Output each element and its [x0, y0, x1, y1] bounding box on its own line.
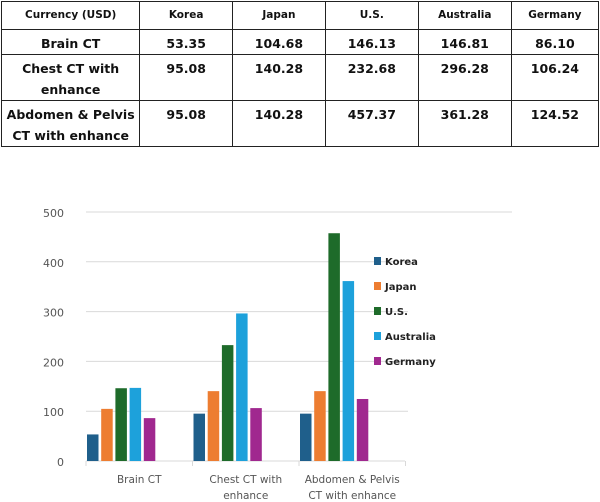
legend-swatch — [374, 332, 381, 340]
bar-germany — [250, 408, 262, 461]
column-header: U.S. — [324, 1, 419, 30]
x-category-label: Brain CT — [117, 474, 162, 486]
table-cell: 361.28 — [417, 100, 512, 147]
row-label: Brain CT — [0, 29, 141, 55]
row-label: Chest CT with enhance — [0, 54, 141, 101]
bar-korea — [300, 413, 312, 461]
x-category-label: Abdomen & Pelvis — [305, 474, 400, 486]
bar-australia — [236, 313, 248, 461]
bar-us — [115, 388, 127, 461]
y-tick-label: 0 — [57, 456, 64, 469]
bar-korea — [193, 413, 205, 461]
table-cell: 106.24 — [510, 54, 600, 101]
column-header: Korea — [139, 1, 233, 30]
x-category-label: Chest CT with — [209, 474, 282, 486]
legend-swatch — [374, 357, 381, 365]
table-cell: 95.08 — [139, 54, 233, 101]
table-cell: 86.10 — [510, 29, 600, 55]
table-cell: 457.37 — [324, 100, 419, 147]
table-row: Abdomen & Pelvis CT with enhance 95.08 140… — [0, 100, 600, 147]
table-cell: 53.35 — [139, 29, 233, 55]
bar-korea — [87, 434, 99, 461]
y-tick-label: 500 — [43, 207, 64, 220]
legend-label: Germany — [385, 357, 436, 368]
column-header: Australia — [417, 1, 512, 30]
table-cell: 124.52 — [510, 100, 600, 147]
bar-japan — [314, 391, 326, 461]
table-cell: 146.81 — [417, 29, 512, 55]
y-tick-label: 200 — [43, 356, 64, 369]
column-header: Germany — [510, 1, 600, 30]
legend-label: U.S. — [385, 307, 408, 318]
bar-us — [328, 233, 340, 461]
table-cell: 104.68 — [231, 29, 326, 55]
y-tick-label: 300 — [43, 307, 64, 320]
legend-label: Japan — [384, 282, 417, 293]
table-cell: 140.28 — [231, 100, 326, 147]
row-label: Abdomen & Pelvis CT with enhance — [0, 100, 141, 147]
table-cell: 95.08 — [139, 100, 233, 147]
bar-australia — [342, 281, 355, 461]
bar-chart: 0 100 200 300 400 500 Brain CT Chest CT with enh… — [43, 207, 512, 502]
table-cell: 140.28 — [231, 54, 326, 101]
bar-australia — [129, 387, 142, 461]
legend-swatch — [374, 307, 381, 315]
table-row: Chest CT with enhance 95.08 140.28 232.68 29… — [0, 54, 600, 101]
bar-japan — [207, 391, 220, 461]
bar-us — [221, 345, 234, 461]
bar-japan — [101, 408, 113, 461]
table-row: Brain CT 53.35 104.68 146.13 146.81 86.10 — [0, 29, 600, 55]
x-category-label: enhance — [223, 490, 268, 502]
y-tick-label: 400 — [43, 257, 64, 270]
bar-germany — [356, 398, 369, 461]
cost-table: Currency (USD) Korea Japan U.S. Australia Ger… — [0, 1, 600, 147]
table-cell: 232.68 — [324, 54, 419, 101]
legend-label: Korea — [385, 257, 418, 268]
column-header: Currency (USD) — [0, 1, 141, 30]
table-cell: 146.13 — [324, 29, 419, 55]
x-category-label: CT with enhance — [308, 490, 396, 502]
bar-germany — [143, 418, 156, 461]
y-tick-label: 100 — [43, 406, 64, 419]
legend-swatch — [374, 282, 381, 290]
legend-label: Australia — [385, 332, 436, 343]
table-cell: 296.28 — [417, 54, 512, 101]
column-header: Japan — [231, 1, 326, 30]
legend-swatch — [374, 257, 381, 265]
